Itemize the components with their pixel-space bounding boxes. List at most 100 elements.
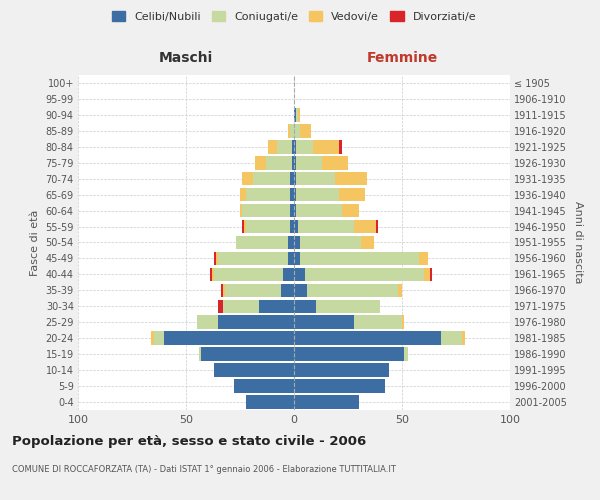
Bar: [402, 316, 404, 329]
Y-axis label: Fasce di età: Fasce di età: [30, 210, 40, 276]
Bar: [214, 268, 283, 281]
Text: Popolazione per età, sesso e stato civile - 2006: Popolazione per età, sesso e stato civil…: [12, 435, 366, 448]
Bar: [294, 204, 296, 218]
Bar: [355, 316, 402, 329]
Bar: [463, 332, 464, 345]
Bar: [355, 220, 376, 234]
Bar: [316, 300, 380, 313]
Bar: [247, 395, 294, 409]
Bar: [233, 380, 294, 393]
Bar: [298, 108, 301, 122]
Bar: [301, 252, 419, 265]
Bar: [290, 188, 294, 202]
Bar: [197, 316, 218, 329]
Bar: [290, 204, 294, 218]
Bar: [201, 348, 294, 361]
Bar: [287, 124, 290, 138]
Bar: [398, 284, 402, 297]
Bar: [296, 156, 322, 170]
Text: Femmine: Femmine: [367, 52, 437, 66]
Bar: [424, 268, 430, 281]
Bar: [430, 268, 432, 281]
Bar: [225, 284, 281, 297]
Bar: [307, 284, 398, 297]
Bar: [322, 156, 348, 170]
Bar: [290, 124, 294, 138]
Bar: [242, 172, 253, 186]
Bar: [294, 156, 296, 170]
Bar: [290, 220, 294, 234]
Bar: [218, 300, 223, 313]
Bar: [292, 140, 294, 153]
Bar: [214, 364, 294, 377]
Bar: [294, 236, 301, 250]
Bar: [294, 380, 385, 393]
Bar: [298, 220, 355, 234]
Bar: [296, 204, 341, 218]
Bar: [294, 220, 298, 234]
Bar: [301, 236, 361, 250]
Bar: [335, 172, 367, 186]
Bar: [240, 204, 242, 218]
Bar: [266, 156, 292, 170]
Text: COMUNE DI ROCCAFORZATA (TA) - Dati ISTAT 1° gennaio 2006 - Elaborazione TUTTITAL: COMUNE DI ROCCAFORZATA (TA) - Dati ISTAT…: [12, 465, 396, 474]
Bar: [277, 140, 292, 153]
Bar: [294, 316, 355, 329]
Bar: [340, 140, 341, 153]
Bar: [216, 252, 218, 265]
Bar: [294, 124, 301, 138]
Bar: [223, 284, 225, 297]
Bar: [221, 284, 223, 297]
Bar: [296, 140, 313, 153]
Bar: [341, 204, 359, 218]
Bar: [313, 140, 340, 153]
Bar: [290, 172, 294, 186]
Bar: [294, 332, 441, 345]
Bar: [294, 268, 305, 281]
Bar: [294, 252, 301, 265]
Bar: [151, 332, 154, 345]
Bar: [214, 252, 216, 265]
Bar: [294, 300, 316, 313]
Bar: [242, 204, 290, 218]
Bar: [294, 395, 359, 409]
Bar: [236, 236, 287, 250]
Bar: [259, 300, 294, 313]
Bar: [296, 188, 340, 202]
Bar: [244, 220, 247, 234]
Y-axis label: Anni di nascita: Anni di nascita: [572, 201, 583, 284]
Bar: [301, 124, 311, 138]
Bar: [376, 220, 378, 234]
Bar: [305, 268, 424, 281]
Bar: [242, 220, 244, 234]
Bar: [199, 348, 201, 361]
Bar: [296, 108, 298, 122]
Bar: [287, 236, 294, 250]
Bar: [292, 156, 294, 170]
Bar: [287, 252, 294, 265]
Bar: [294, 172, 296, 186]
Bar: [247, 220, 290, 234]
Bar: [281, 284, 294, 297]
Bar: [253, 172, 290, 186]
Bar: [240, 188, 247, 202]
Text: Maschi: Maschi: [159, 52, 213, 66]
Bar: [340, 188, 365, 202]
Bar: [255, 156, 266, 170]
Bar: [212, 268, 214, 281]
Bar: [218, 316, 294, 329]
Bar: [247, 188, 290, 202]
Bar: [294, 348, 404, 361]
Bar: [294, 140, 296, 153]
Bar: [296, 172, 335, 186]
Bar: [268, 140, 277, 153]
Legend: Celibi/Nubili, Coniugati/e, Vedovi/e, Divorziati/e: Celibi/Nubili, Coniugati/e, Vedovi/e, Di…: [107, 7, 481, 26]
Bar: [154, 332, 164, 345]
Bar: [294, 108, 296, 122]
Bar: [419, 252, 428, 265]
Bar: [164, 332, 294, 345]
Bar: [210, 268, 212, 281]
Bar: [294, 188, 296, 202]
Bar: [441, 332, 463, 345]
Bar: [294, 284, 307, 297]
